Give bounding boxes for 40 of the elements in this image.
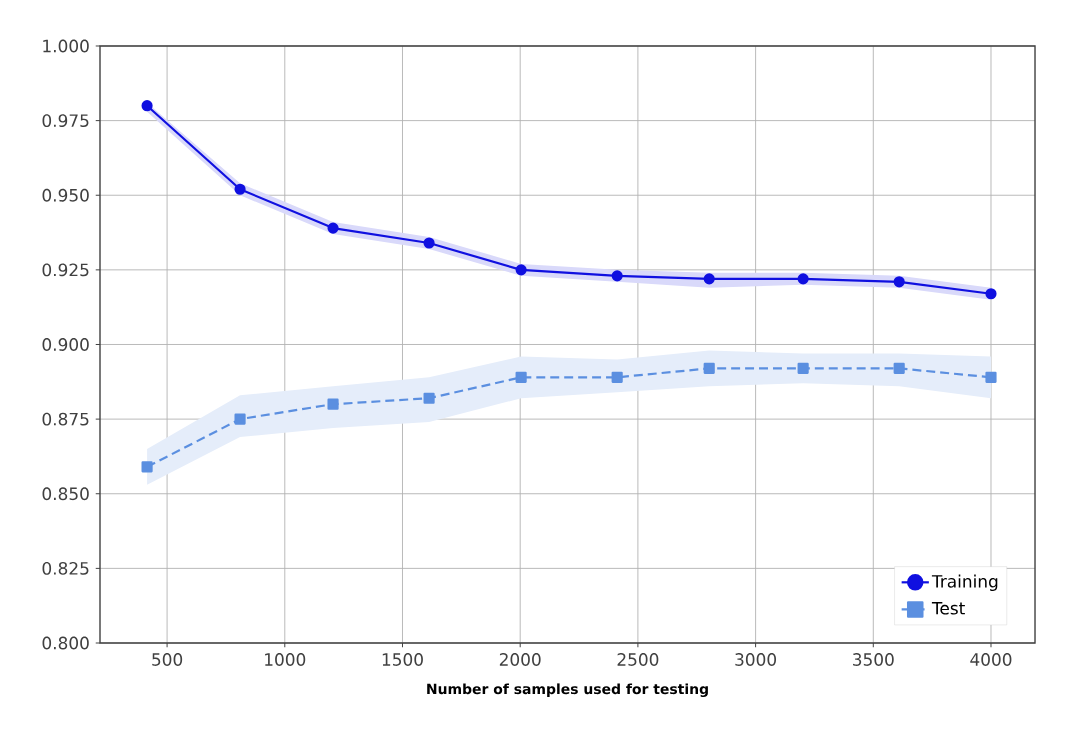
point [797, 273, 809, 285]
x-tick-label: 4000 [970, 653, 1012, 666]
x-tick-label: 3000 [735, 653, 777, 666]
point [423, 237, 435, 249]
point [611, 371, 623, 383]
point [893, 362, 905, 374]
point [234, 183, 246, 195]
point [327, 398, 339, 410]
point [234, 413, 246, 425]
point [985, 371, 997, 383]
y-tick-label: 0.850 [42, 487, 89, 501]
x-tick-label: 3500 [853, 653, 894, 666]
point [423, 392, 435, 404]
point [141, 461, 153, 473]
legend-label: Test [931, 602, 965, 615]
legend-label: Training [931, 574, 998, 591]
x-tick-label: 1500 [382, 653, 423, 666]
x-tick-label: 500 [152, 653, 183, 666]
point [327, 222, 339, 234]
x-axis-title: Number of samples used for testing [427, 683, 708, 698]
x-tick-label: 2500 [617, 653, 659, 666]
point [141, 100, 153, 112]
point [611, 270, 623, 282]
point [797, 362, 809, 374]
y-tick-label: 0.800 [42, 636, 89, 650]
y-tick-label: 1.000 [43, 39, 89, 53]
y-tick-label: 0.925 [42, 263, 89, 277]
y-tick-label: 0.875 [42, 412, 89, 426]
x-tick-label: 1000 [265, 653, 306, 666]
point [703, 362, 715, 374]
y-tick-label: 0.975 [42, 114, 89, 128]
point [985, 288, 997, 300]
x-tick-label: 2000 [499, 653, 541, 666]
point [893, 276, 905, 288]
y-tick-label: 0.825 [42, 561, 89, 575]
point [515, 264, 527, 276]
y-tick-label: 0.900 [42, 338, 89, 351]
point [703, 273, 715, 285]
y-tick-label: 0.950 [42, 188, 89, 202]
point [515, 371, 527, 383]
